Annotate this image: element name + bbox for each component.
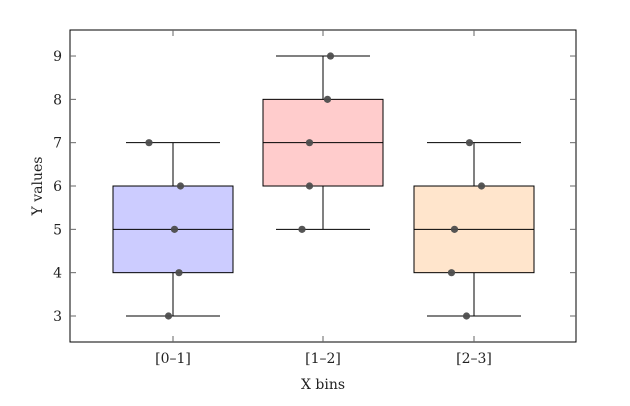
y-tick-label: 3 (53, 309, 62, 325)
y-tick-label: 4 (53, 266, 62, 282)
y-tick-label: 5 (53, 222, 62, 238)
data-point (170, 225, 179, 233)
y-tick-label: 8 (53, 92, 62, 108)
data-point (145, 139, 153, 147)
x-tick-label: [0–1] (155, 351, 191, 367)
x-axis-ticks: [0–1] [1–2] [2–3] (155, 30, 492, 367)
data-point (326, 52, 335, 60)
data-point (176, 182, 185, 190)
data-point (305, 139, 314, 147)
data-point (450, 225, 459, 233)
y-tick-label: 9 (53, 49, 62, 65)
box-3 (413, 142, 535, 317)
data-point (164, 312, 173, 320)
data-point (175, 269, 183, 277)
data-point (447, 269, 456, 277)
y-axis-ticks: 3 4 5 6 7 8 9 (53, 49, 576, 325)
data-point (465, 139, 474, 147)
data-point (477, 182, 486, 190)
data-points-layer (145, 52, 486, 320)
data-point (462, 312, 471, 320)
x-tick-label: [1–2] (305, 351, 341, 367)
y-axis-title: Y values (30, 157, 46, 217)
box-2 (262, 55, 384, 230)
data-point (305, 182, 314, 190)
x-axis-title: X bins (301, 377, 345, 393)
x-tick-label: [2–3] (456, 351, 492, 367)
y-tick-label: 6 (53, 179, 62, 195)
boxes-layer (112, 55, 535, 317)
data-point (298, 225, 306, 233)
y-tick-label: 7 (53, 136, 62, 152)
data-point (323, 95, 332, 103)
